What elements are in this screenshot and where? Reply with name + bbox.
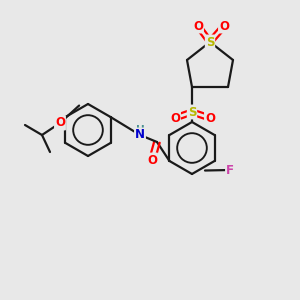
Text: O: O	[205, 112, 215, 124]
Text: O: O	[170, 112, 180, 124]
Text: O: O	[55, 116, 65, 130]
Text: S: S	[188, 106, 196, 118]
Text: F: F	[226, 164, 234, 176]
Text: H: H	[136, 125, 144, 135]
Text: O: O	[219, 20, 229, 32]
Text: N: N	[135, 128, 145, 142]
Text: O: O	[193, 20, 203, 32]
Text: O: O	[147, 154, 157, 166]
Text: S: S	[206, 35, 214, 49]
